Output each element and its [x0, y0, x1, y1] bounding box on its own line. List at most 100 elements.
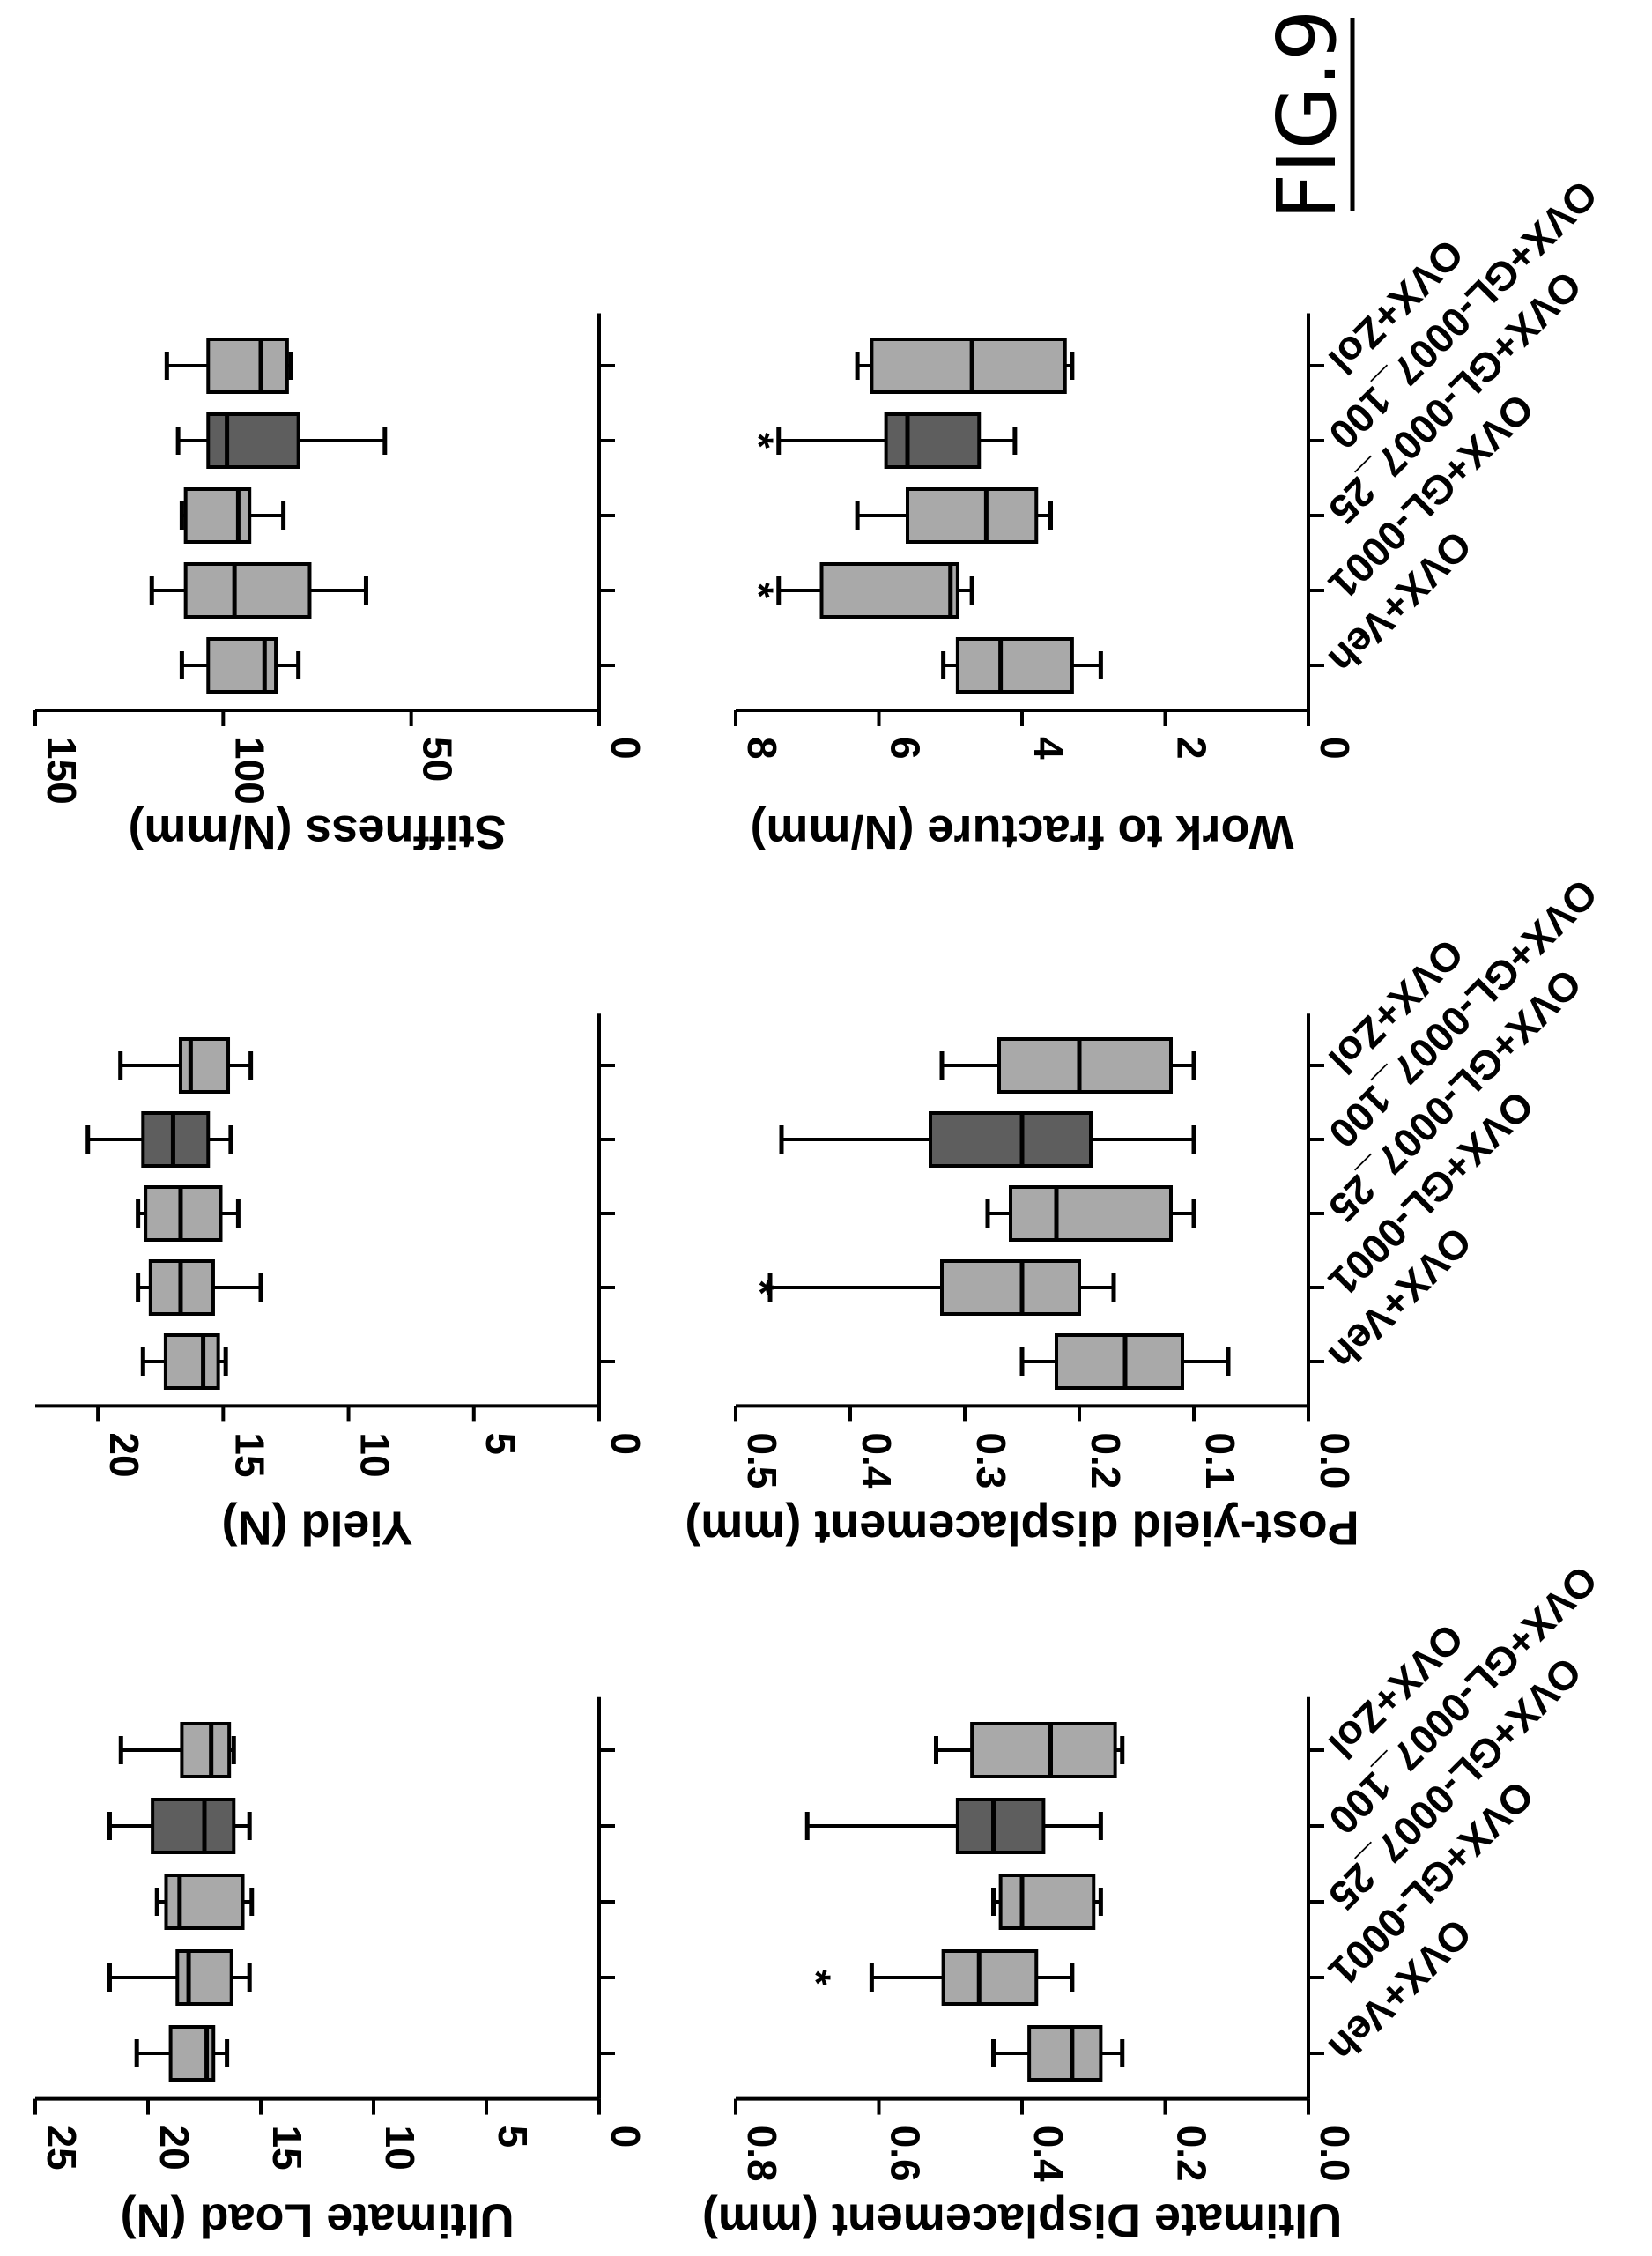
box-iqr	[141, 1111, 211, 1168]
box-5	[118, 1037, 254, 1094]
value-tick-label: 0.1	[1197, 1432, 1243, 1488]
box-1	[179, 637, 301, 694]
box-3	[985, 1185, 1196, 1242]
box-2	[149, 562, 368, 619]
box-iqr	[1055, 1333, 1184, 1390]
value-tick-label: 0	[603, 737, 648, 760]
panel-1: 0 5 10 15 20 25 Ultimate Load (N)	[33, 1696, 648, 2247]
box-iqr	[180, 1722, 232, 1778]
box-2	[136, 1259, 263, 1316]
box-iqr	[884, 412, 982, 469]
value-tick-label: 15	[264, 2126, 310, 2171]
axis-title: Ultimate Displacement (mm)	[702, 2194, 1342, 2247]
significance-star: *	[737, 1280, 783, 1295]
value-tick-label: 0.2	[1169, 2126, 1215, 2182]
box-iqr	[955, 637, 1074, 694]
box-3	[154, 1874, 255, 1930]
box-iqr	[206, 338, 289, 394]
value-tick-label: 0.0	[1312, 2126, 1358, 2182]
box-1	[1019, 1333, 1231, 1390]
value-tick-label: 0	[603, 2126, 648, 2148]
value-tick-label: 10	[352, 1432, 398, 1477]
box-iqr	[941, 1949, 1039, 2006]
significance-star: *	[793, 1970, 839, 1985]
box-4	[779, 1111, 1196, 1168]
box-3	[991, 1874, 1103, 1930]
box-iqr	[151, 1798, 236, 1854]
value-tick-label: 0.4	[1026, 2126, 1071, 2182]
box-2	[107, 1949, 252, 2006]
value-tick-label: 0.2	[1083, 1432, 1129, 1488]
box-iqr	[940, 1259, 1081, 1316]
box-5	[855, 338, 1075, 394]
box-iqr	[819, 562, 959, 619]
box-iqr	[870, 338, 1067, 394]
value-tick-label: 0	[603, 1432, 648, 1455]
value-tick-label: 50	[415, 737, 461, 782]
box-iqr	[929, 1111, 1093, 1168]
panel-2: 0 5 10 15 20 Yield (N)	[35, 1013, 648, 1554]
box-iqr	[175, 1949, 233, 2006]
box-4	[175, 412, 388, 469]
axis-title: Yield (N)	[221, 1501, 412, 1554]
value-tick-label: 0.5	[739, 1432, 785, 1488]
value-tick-label: 15	[226, 1432, 272, 1477]
box-iqr	[970, 1722, 1117, 1778]
box-iqr	[1027, 2025, 1103, 2082]
axis-title: Work to fracture (N/mm)	[750, 805, 1293, 858]
box-3	[855, 487, 1053, 544]
axis-title: Post-yield displacement (mm)	[685, 1501, 1359, 1554]
box-iqr	[178, 1037, 231, 1094]
box-iqr	[997, 1037, 1173, 1094]
value-tick-label: 20	[101, 1432, 147, 1477]
box-4	[85, 1111, 233, 1168]
box-2	[776, 562, 974, 619]
box-3	[136, 1185, 241, 1242]
box-1	[991, 2025, 1125, 2082]
box-iqr	[955, 1798, 1046, 1854]
box-iqr	[906, 487, 1039, 544]
value-tick-label: 5	[490, 2126, 536, 2148]
box-1	[140, 1333, 228, 1390]
box-5	[934, 1722, 1125, 1778]
panel-3: 0 50 100 150 Stiffness (N/mm)	[33, 313, 648, 858]
value-tick-label: 10	[377, 2126, 423, 2171]
figure-label-text: FIG.9	[1260, 9, 1354, 219]
value-tick-label: 2	[1169, 737, 1215, 760]
value-tick-label: 0.6	[883, 2126, 929, 2182]
axis-title: Stiffness (N/mm)	[128, 805, 506, 858]
box-4	[804, 1798, 1103, 1854]
box-1	[941, 637, 1103, 694]
figure-label: FIG.9	[1260, 9, 1355, 220]
value-tick-label: 0.4	[854, 1432, 900, 1488]
value-tick-label: 150	[39, 737, 85, 805]
value-tick-label: 20	[152, 2126, 197, 2171]
value-tick-label: 0	[1312, 737, 1358, 760]
axis-title: Ultimate Load (N)	[120, 2194, 514, 2247]
box-1	[134, 2025, 230, 2082]
value-tick-label: 4	[1026, 737, 1071, 760]
value-tick-label: 6	[883, 737, 929, 760]
value-tick-label: 5	[478, 1432, 523, 1455]
value-tick-label: 8	[739, 737, 785, 760]
value-tick-label: 25	[39, 2126, 85, 2171]
box-2	[767, 1259, 1116, 1316]
box-3	[179, 487, 286, 544]
box-iqr	[183, 562, 312, 619]
box-iqr	[144, 1185, 223, 1242]
box-iqr	[206, 412, 300, 469]
box-4	[107, 1798, 252, 1854]
value-tick-label: 0.0	[1312, 1432, 1358, 1488]
value-tick-label: 100	[226, 737, 272, 805]
panel-5: 0.0 0.1 0.2 0.3 0.4 0.5 Post-yield displacemen…	[685, 871, 1606, 1555]
box-5	[164, 338, 293, 394]
box-iqr	[1009, 1185, 1173, 1242]
significance-star: *	[736, 583, 782, 598]
box-iqr	[163, 1333, 220, 1390]
significance-star: *	[736, 433, 782, 449]
box-2	[869, 1949, 1075, 2006]
box-5	[118, 1722, 236, 1778]
